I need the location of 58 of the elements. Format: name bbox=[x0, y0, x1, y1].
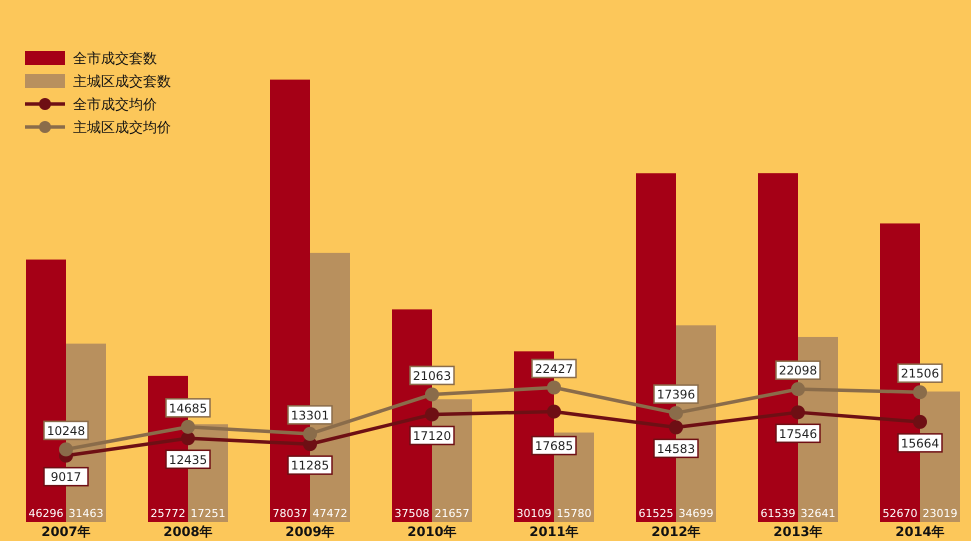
x-tick-label: 2010年 bbox=[407, 525, 457, 540]
data-label: 23019 bbox=[922, 507, 958, 520]
data-label: 15780 bbox=[556, 507, 592, 520]
point bbox=[547, 404, 561, 419]
legend-label: 主城区成交套数 bbox=[73, 74, 171, 90]
data-label: 37508 bbox=[394, 507, 430, 520]
point bbox=[791, 382, 805, 396]
data-label: 21506 bbox=[900, 366, 940, 381]
point bbox=[791, 405, 805, 420]
point bbox=[59, 442, 73, 456]
data-label: 21657 bbox=[434, 507, 470, 520]
x-tick-label: 2011年 bbox=[529, 525, 579, 540]
data-label: 13301 bbox=[290, 408, 330, 422]
data-label: 17546 bbox=[778, 426, 818, 441]
data-label: 34699 bbox=[678, 507, 714, 520]
point bbox=[181, 420, 195, 434]
x-tick-label: 2009年 bbox=[285, 525, 335, 540]
point bbox=[913, 385, 927, 400]
data-label: 9017 bbox=[50, 470, 82, 484]
data-label: 22427 bbox=[534, 362, 574, 376]
point bbox=[303, 426, 317, 441]
data-label: 10248 bbox=[46, 424, 86, 438]
data-label: 61539 bbox=[760, 507, 796, 520]
data-label: 30109 bbox=[516, 507, 552, 520]
data-label: 31463 bbox=[68, 507, 104, 520]
point bbox=[425, 387, 439, 402]
data-label: 21063 bbox=[412, 368, 452, 383]
x-tick-label: 2012年 bbox=[651, 525, 701, 540]
data-label: 17120 bbox=[412, 428, 452, 443]
point bbox=[669, 406, 683, 420]
data-label: 14583 bbox=[656, 442, 696, 456]
x-tick-label: 2014年 bbox=[895, 525, 945, 540]
x-tick-label: 2007年 bbox=[41, 525, 91, 540]
legend-label: 全市成交均价 bbox=[73, 97, 157, 113]
data-label: 11285 bbox=[290, 458, 330, 473]
data-label: 17251 bbox=[190, 507, 226, 520]
data-label: 17396 bbox=[656, 388, 696, 402]
x-tick-label: 2008年 bbox=[163, 525, 213, 540]
data-label: 15664 bbox=[900, 436, 940, 450]
point bbox=[547, 380, 561, 395]
legend-label: 全市成交套数 bbox=[73, 51, 157, 67]
point bbox=[913, 414, 927, 429]
data-label: 17685 bbox=[534, 439, 574, 454]
data-label: 47472 bbox=[312, 507, 348, 520]
data-label: 25772 bbox=[150, 507, 186, 520]
point bbox=[425, 407, 439, 422]
data-label: 78037 bbox=[272, 507, 308, 520]
point bbox=[669, 420, 683, 434]
data-label: 46296 bbox=[28, 507, 64, 520]
data-label: 61525 bbox=[638, 507, 674, 520]
point bbox=[181, 431, 195, 446]
data-label: 32641 bbox=[800, 507, 836, 520]
data-label: 22098 bbox=[778, 364, 818, 378]
data-label: 52670 bbox=[882, 507, 918, 520]
data-label: 12435 bbox=[168, 452, 208, 467]
data-label: 14685 bbox=[168, 401, 208, 416]
x-tick-label: 2013年 bbox=[773, 525, 823, 540]
legend-label: 主城区成交均价 bbox=[73, 120, 171, 136]
